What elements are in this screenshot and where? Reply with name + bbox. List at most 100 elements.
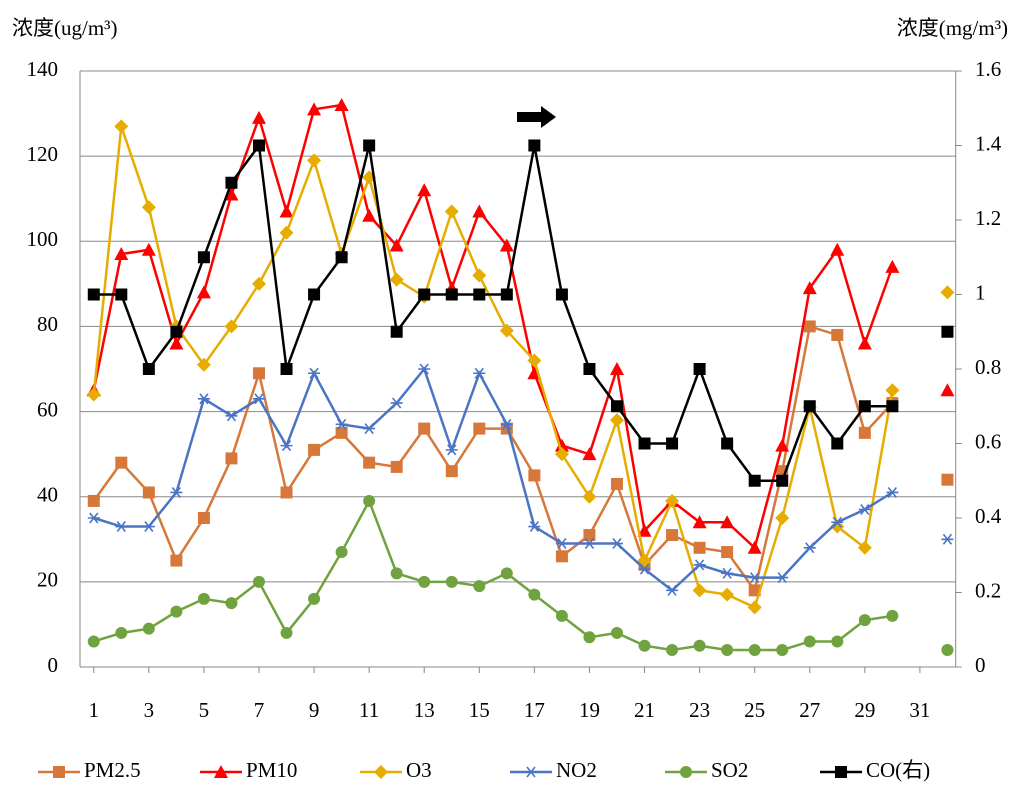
marker xyxy=(886,486,899,498)
x-tick-label: 17 xyxy=(524,698,545,722)
marker xyxy=(803,320,816,333)
marker xyxy=(224,319,239,334)
marker xyxy=(472,204,487,218)
marker xyxy=(169,336,184,350)
y2-tick-label: 0.6 xyxy=(975,429,1001,453)
marker xyxy=(666,437,679,450)
marker xyxy=(886,609,899,622)
marker xyxy=(748,584,761,597)
marker xyxy=(418,575,431,588)
marker xyxy=(445,444,458,456)
y2-tick-label: 1.6 xyxy=(975,57,1001,81)
marker xyxy=(252,367,265,380)
marker xyxy=(528,139,541,152)
marker xyxy=(609,413,624,428)
marker xyxy=(637,523,652,537)
marker xyxy=(720,515,735,529)
marker xyxy=(941,325,954,338)
marker xyxy=(389,238,404,252)
marker xyxy=(363,494,376,507)
marker xyxy=(335,251,348,264)
legend-item: PM2.5 xyxy=(38,758,141,782)
marker xyxy=(197,393,210,405)
marker xyxy=(307,102,322,116)
marker xyxy=(390,567,403,580)
marker xyxy=(374,765,388,779)
marker xyxy=(279,204,294,218)
marker xyxy=(115,288,128,301)
marker xyxy=(363,456,376,469)
marker xyxy=(610,477,623,490)
x-tick-label: 1 xyxy=(89,698,100,722)
marker xyxy=(362,208,377,222)
marker xyxy=(693,639,706,652)
marker xyxy=(885,259,900,273)
marker xyxy=(609,362,624,375)
marker xyxy=(390,397,403,409)
x-tick-label: 25 xyxy=(744,698,765,722)
marker xyxy=(142,486,155,499)
x-tick-label: 11 xyxy=(359,698,379,722)
marker xyxy=(525,766,537,778)
marker xyxy=(252,393,265,405)
marker xyxy=(721,546,734,559)
marker xyxy=(610,400,623,413)
marker xyxy=(555,550,568,563)
y2-tick-label: 0.2 xyxy=(975,578,1001,602)
marker xyxy=(693,559,706,571)
marker xyxy=(251,110,266,124)
marker xyxy=(776,572,789,584)
marker xyxy=(583,538,596,550)
marker xyxy=(776,465,789,478)
marker xyxy=(87,512,100,524)
marker xyxy=(197,251,210,264)
marker xyxy=(87,635,100,648)
marker xyxy=(390,460,403,473)
marker xyxy=(555,288,568,301)
x-tick-label: 9 xyxy=(309,698,320,722)
legend-item: O3 xyxy=(360,758,432,782)
marker xyxy=(472,268,487,283)
marker xyxy=(389,272,404,287)
marker xyxy=(115,456,128,469)
marker xyxy=(528,588,541,601)
marker xyxy=(803,542,816,554)
y-tick-label: 60 xyxy=(37,397,58,421)
marker xyxy=(831,328,844,341)
marker xyxy=(279,225,294,240)
marker xyxy=(473,580,486,593)
marker xyxy=(308,443,321,456)
marker xyxy=(941,533,954,545)
marker xyxy=(197,512,210,524)
marker xyxy=(334,98,349,112)
marker xyxy=(308,288,321,301)
legend-label: PM2.5 xyxy=(84,758,141,782)
y2-axis-title: 浓度(mg/m³) xyxy=(897,16,1008,40)
marker xyxy=(858,503,871,515)
marker xyxy=(610,626,623,639)
marker xyxy=(417,183,432,197)
y-tick-label: 140 xyxy=(27,57,59,81)
marker xyxy=(803,400,816,413)
marker xyxy=(858,614,871,627)
marker xyxy=(335,546,348,559)
marker xyxy=(499,323,514,338)
marker xyxy=(335,418,348,430)
marker xyxy=(720,587,735,602)
marker xyxy=(775,438,790,452)
marker xyxy=(445,288,458,301)
marker xyxy=(499,238,514,252)
marker xyxy=(555,609,568,622)
legend-label: NO2 xyxy=(556,758,597,782)
marker xyxy=(170,325,183,338)
marker xyxy=(280,440,293,452)
marker xyxy=(638,563,651,575)
marker xyxy=(528,469,541,482)
marker xyxy=(748,572,761,584)
marker xyxy=(555,538,568,550)
marker xyxy=(335,426,348,439)
marker xyxy=(196,357,211,372)
marker xyxy=(831,635,844,648)
x-tick-label: 23 xyxy=(689,698,710,722)
marker xyxy=(835,766,847,778)
